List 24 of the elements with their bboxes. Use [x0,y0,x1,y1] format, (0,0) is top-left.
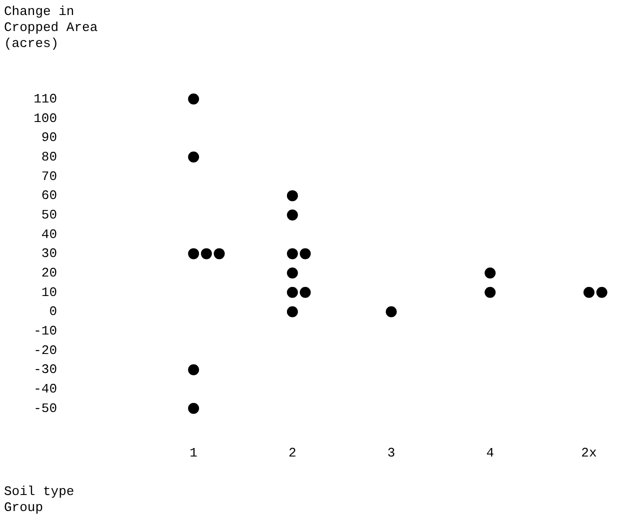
y-tick-label: 0 [49,304,57,320]
y-tick-label: 70 [41,168,57,184]
x-tick-label: 2 [288,446,296,461]
y-tick-label: 50 [41,207,57,222]
x-tick-label: 1 [190,446,198,461]
y-tick-label: 110 [34,91,57,106]
y-tick-label: 30 [41,246,57,262]
y-tick-label: -50 [34,400,57,416]
y-axis-title: Change in Cropped Area (acres) [4,4,99,52]
x-tick-label: 2x [581,446,597,461]
y-tick-label: 10 [41,284,57,300]
y-tick-label: 100 [34,110,57,126]
y-tick-label: 20 [41,265,57,280]
y-tick-label: -20 [34,342,57,358]
y-tick-label: 40 [41,226,57,242]
y-tick-label: -40 [34,382,57,396]
y-tick-label: -10 [34,323,57,338]
y-tick-label: 60 [41,188,57,204]
x-axis-title: Soil type Group [4,484,76,516]
y-tick-label: 80 [41,149,57,164]
x-tick-label: 4 [486,446,494,461]
x-tick-label: 3 [387,446,396,461]
y-tick-label: 90 [41,130,57,146]
y-tick-label: -30 [34,362,57,378]
